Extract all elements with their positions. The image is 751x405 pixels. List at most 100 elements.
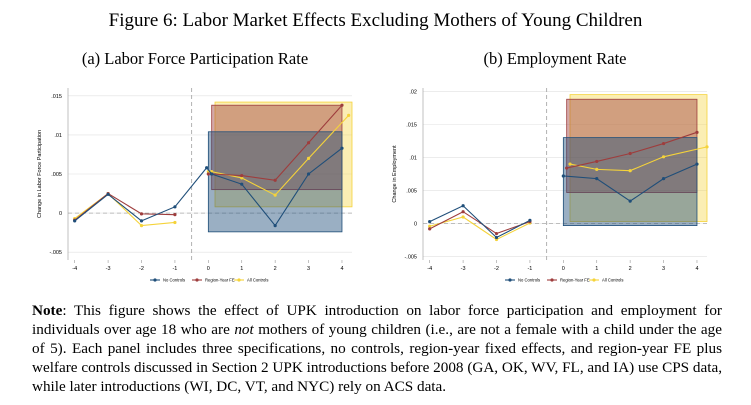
- legend-marker: [237, 278, 241, 282]
- y-tick-label: -.005: [404, 255, 417, 261]
- legend-label: All Controls: [247, 278, 268, 283]
- data-point: [628, 151, 632, 156]
- data-point: [428, 224, 432, 228]
- data-point: [173, 213, 177, 217]
- data-point: [139, 219, 144, 223]
- legend-marker: [195, 278, 199, 282]
- x-tick-label: -2: [494, 266, 499, 272]
- data-point: [494, 231, 499, 236]
- data-point: [428, 227, 432, 231]
- y-tick-label: 0: [414, 222, 417, 228]
- figure-title: Figure 6: Labor Market Effects Excluding…: [108, 10, 643, 31]
- series-line: [74, 192, 175, 227]
- data-point: [461, 204, 465, 208]
- series-line: [429, 211, 531, 235]
- data-point: [173, 205, 177, 209]
- data-point: [347, 113, 351, 117]
- data-point: [705, 145, 709, 149]
- data-point: [340, 103, 344, 107]
- data-point: [210, 172, 214, 176]
- data-point: [306, 172, 311, 176]
- data-point: [139, 212, 144, 216]
- x-tick-label: 3: [307, 266, 310, 272]
- data-point: [273, 178, 277, 182]
- data-point: [205, 166, 209, 170]
- x-tick-label: 4: [695, 266, 698, 272]
- x-tick-label: 1: [240, 266, 243, 272]
- data-point: [306, 141, 311, 145]
- data-point: [240, 176, 244, 180]
- x-tick-label: 2: [274, 266, 277, 272]
- legend-label: Region-Year FE: [205, 278, 235, 283]
- y-tick-label: .015: [51, 94, 62, 100]
- figure-note: Note: This figure shows the effect of UP…: [32, 301, 722, 396]
- x-tick-label: 0: [562, 266, 565, 272]
- note-text-1: : This figure shows the effect of UPK in…: [32, 302, 722, 338]
- data-point: [661, 177, 666, 181]
- data-point: [461, 215, 465, 219]
- y-tick-label: .005: [51, 172, 62, 178]
- data-point: [273, 193, 277, 197]
- x-tick-label: 2: [629, 266, 632, 272]
- y-tick-label: .005: [406, 189, 417, 195]
- data-point: [273, 224, 277, 228]
- y-tick-label: .02: [409, 89, 417, 95]
- x-tick-label: 4: [340, 266, 343, 272]
- panel-b-title: (b) Employment Rate: [483, 49, 627, 68]
- data-point: [528, 218, 532, 222]
- x-tick-label: -4: [427, 266, 432, 272]
- x-tick-label: -4: [72, 266, 77, 272]
- note-emphasis: not: [234, 321, 254, 338]
- data-point: [340, 146, 344, 150]
- legend-marker: [592, 278, 596, 282]
- data-point: [695, 130, 699, 134]
- data-point: [565, 166, 569, 170]
- y-tick-label: .01: [409, 155, 417, 161]
- data-point: [73, 219, 77, 223]
- data-point: [240, 173, 244, 178]
- average-effect-box: [562, 137, 698, 226]
- data-point: [306, 156, 311, 160]
- data-point: [461, 210, 465, 214]
- data-point: [173, 220, 177, 225]
- data-point: [568, 162, 572, 166]
- y-tick-label: -.005: [49, 250, 62, 256]
- average-effect-box: [569, 94, 708, 223]
- data-point: [561, 174, 565, 178]
- data-point: [206, 172, 210, 176]
- data-point: [595, 177, 599, 181]
- x-tick-label: -3: [461, 266, 466, 272]
- y-tick-label: 0: [59, 211, 62, 217]
- legend-label: Region-Year FE: [560, 278, 590, 283]
- x-tick-label: 0: [207, 266, 210, 272]
- y-tick-label: .01: [54, 133, 62, 139]
- data-point: [494, 235, 499, 240]
- x-tick-label: -3: [106, 266, 111, 272]
- legend-label: No Controls: [163, 278, 185, 283]
- data-point: [628, 169, 632, 173]
- data-point: [595, 159, 599, 164]
- y-tick-label: .015: [406, 122, 417, 128]
- data-point: [139, 224, 144, 228]
- legend-label: No Controls: [518, 278, 540, 283]
- legend-marker: [508, 278, 512, 282]
- y-axis-label: Change in Employment: [392, 145, 398, 203]
- data-point: [661, 141, 666, 146]
- x-tick-label: 3: [662, 266, 665, 272]
- chart-employment-rate: Change in Employment -.005 0 .005 .01 .015 .02…: [392, 88, 709, 283]
- data-point: [628, 199, 632, 203]
- data-point: [661, 155, 666, 159]
- note-text-2: mothers of young children (i.e., are not…: [32, 321, 722, 395]
- y-axis-label: Change in Labor Force Participation: [37, 130, 43, 218]
- x-tick-label: -1: [172, 266, 177, 272]
- chart-labor-force-participation: Change in Labor Force Participation -.005…: [37, 88, 353, 283]
- legend-label: All Controls: [602, 278, 623, 283]
- data-point: [106, 192, 110, 196]
- note-label: Note: [32, 302, 63, 319]
- legend-marker: [153, 278, 157, 282]
- data-point: [240, 182, 244, 186]
- data-point: [695, 162, 699, 166]
- series-line: [429, 216, 531, 241]
- panel-a-title: (a) Labor Force Participation Rate: [81, 49, 309, 68]
- legend-marker: [550, 278, 554, 282]
